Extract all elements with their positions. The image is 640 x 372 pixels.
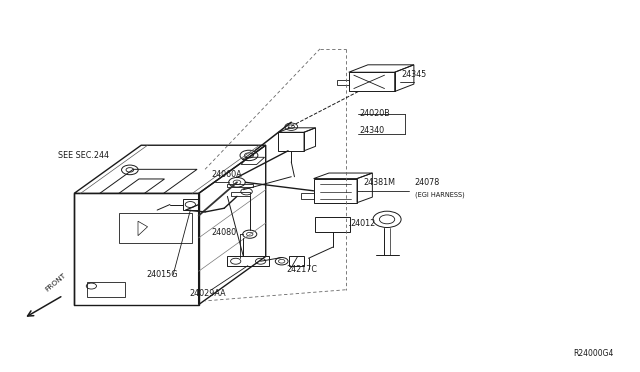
Text: 24345: 24345 [402,70,427,79]
Text: 24020B: 24020B [360,109,390,118]
Text: 24012: 24012 [351,219,376,228]
Text: 24381M: 24381M [364,178,396,187]
Text: 24015G: 24015G [147,270,178,279]
Text: R24000G4: R24000G4 [573,349,614,359]
Text: 24029AA: 24029AA [189,289,226,298]
Text: 24060A: 24060A [211,170,242,179]
Text: FRONT: FRONT [44,272,67,293]
Text: (EGI HARNESS): (EGI HARNESS) [415,191,464,198]
Text: 24217C: 24217C [287,265,318,274]
Text: 24080: 24080 [211,228,237,237]
Text: 24078: 24078 [415,178,440,187]
Text: SEE SEC.244: SEE SEC.244 [58,151,109,160]
Text: 24340: 24340 [360,126,385,135]
